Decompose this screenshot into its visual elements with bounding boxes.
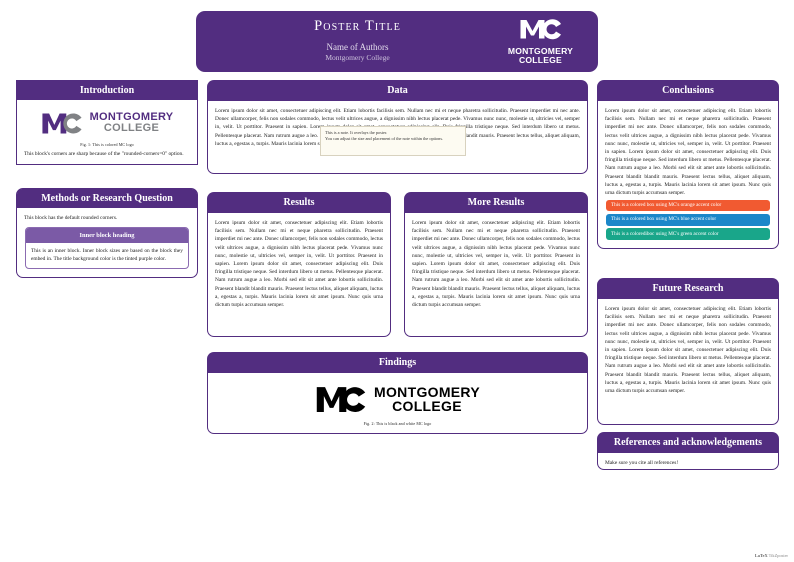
header-logo: MONTGOMERY COLLEGE — [493, 18, 598, 65]
block-references-body: Make sure you cite all references! — [605, 460, 679, 466]
page-title: Poster Title — [314, 18, 401, 35]
block-methods-body: This block has the default rounded corne… — [17, 208, 197, 277]
poster-title-banner: Poster Title Name of Authors Montgomery … — [196, 11, 598, 72]
note-line-1: This is a note. It overlays the poster. — [325, 130, 388, 135]
mc-logo-color: MONTGOMERY COLLEGE — [41, 110, 174, 136]
block-more-results: More Results Lorem ipsum dolor sit amet,… — [404, 192, 588, 337]
block-introduction: Introduction MONTGOMERY COLLEGE Fig. 1: … — [16, 80, 198, 166]
block-results-body: Lorem ipsum dolor sit amet, consectetuer… — [215, 220, 383, 309]
mc-logo-word-college: COLLEGE — [103, 122, 160, 134]
mc-logo-word-montgomery: MONTGOMERY — [374, 384, 480, 400]
block-data-heading: Data — [207, 80, 588, 101]
mc-monogram-icon — [519, 18, 563, 45]
block-conclusions-heading: Conclusions — [597, 80, 779, 101]
block-more-results-heading: More Results — [404, 192, 588, 213]
accent-box-orange: This is a colored box using MC's orange … — [606, 199, 770, 212]
header-logo-word-college: COLLEGE — [519, 55, 562, 65]
author-names: Name of Authors — [326, 42, 389, 53]
block-findings-card: MONTGOMERY COLLEGE Fig. 2: This is black… — [207, 373, 588, 434]
footer-watermark: LaTeX TikZposter — [755, 553, 788, 558]
accent-box-green: This is a colorediboc using MC's green a… — [606, 228, 770, 240]
institution-name: Montgomery College — [325, 53, 390, 63]
block-introduction-heading: Introduction — [17, 81, 197, 100]
block-results-heading: Results — [207, 192, 391, 213]
mc-logo-word-college: COLLEGE — [392, 398, 462, 414]
note-overlay: This is a note. It overlays the poster. … — [320, 126, 466, 156]
block-future-research-body: Lorem ipsum dolor sit amet, consectetuer… — [605, 306, 771, 395]
block-references: References and acknowledgements Make sur… — [597, 432, 779, 470]
block-conclusions: Conclusions Lorem ipsum dolor sit amet, … — [597, 80, 779, 250]
inner-block-methods: Inner block heading This is an inner blo… — [25, 227, 189, 270]
figure-2: MONTGOMERY COLLEGE Fig. 2: This is black… — [215, 379, 580, 429]
title-text-group: Poster Title Name of Authors Montgomery … — [196, 18, 493, 63]
inner-block-body: This is an inner block. Inner block size… — [31, 247, 183, 263]
block-future-research-heading: Future Research — [597, 278, 779, 299]
note-line-2: You can adjust the size and placement of… — [325, 136, 444, 142]
accent-box-blue: This is a colored box using MC's blue ac… — [606, 213, 770, 226]
inner-block-heading: Inner block heading — [26, 228, 188, 243]
block-results-card: Lorem ipsum dolor sit amet, consectetuer… — [207, 213, 391, 337]
block-references-card: Make sure you cite all references! — [597, 453, 779, 470]
block-findings: Findings MONTGOMERY COLLEGE Fig. 2: T — [207, 352, 588, 434]
block-conclusions-card: Lorem ipsum dolor sit amet, consectetuer… — [597, 101, 779, 250]
block-methods-text: This block has the default rounded corne… — [24, 215, 118, 221]
block-results: Results Lorem ipsum dolor sit amet, cons… — [207, 192, 391, 337]
figure-1: MONTGOMERY COLLEGE Fig. 1: This is color… — [24, 106, 190, 150]
block-methods: Methods or Research Question This block … — [16, 188, 198, 279]
block-methods-heading: Methods or Research Question — [17, 189, 197, 208]
block-future-research-card: Lorem ipsum dolor sit amet, consectetuer… — [597, 299, 779, 425]
figure-1-caption: Fig. 1: This is colored MC logo — [80, 142, 134, 148]
header-logo-word-montgomery: MONTGOMERY — [507, 45, 574, 56]
block-conclusions-body: Lorem ipsum dolor sit amet, consectetuer… — [598, 101, 778, 248]
mc-logo-bw: MONTGOMERY COLLEGE — [315, 383, 480, 415]
block-introduction-body: MONTGOMERY COLLEGE Fig. 1: This is color… — [17, 100, 197, 164]
block-conclusions-text: Lorem ipsum dolor sit amet, consectetuer… — [605, 108, 771, 197]
mc-monogram-icon — [41, 113, 82, 134]
block-more-results-body: Lorem ipsum dolor sit amet, consectetuer… — [412, 220, 580, 309]
block-future-research: Future Research Lorem ipsum dolor sit am… — [597, 278, 779, 425]
footer-watermark-rest: TikZposter — [767, 553, 788, 558]
block-findings-body: MONTGOMERY COLLEGE Fig. 2: This is black… — [208, 373, 587, 433]
block-more-results-card: Lorem ipsum dolor sit amet, consectetuer… — [404, 213, 588, 337]
footer-watermark-bold: LaTeX — [754, 553, 768, 558]
block-introduction-text: This block's corners are sharp because o… — [24, 151, 184, 158]
block-findings-heading: Findings — [207, 352, 588, 373]
figure-2-caption: Fig. 2: This is black and white MC logo — [363, 421, 432, 427]
mc-logo-word-montgomery: MONTGOMERY — [89, 111, 174, 123]
mc-monogram-icon — [316, 387, 366, 412]
block-references-heading: References and acknowledgements — [597, 432, 779, 453]
